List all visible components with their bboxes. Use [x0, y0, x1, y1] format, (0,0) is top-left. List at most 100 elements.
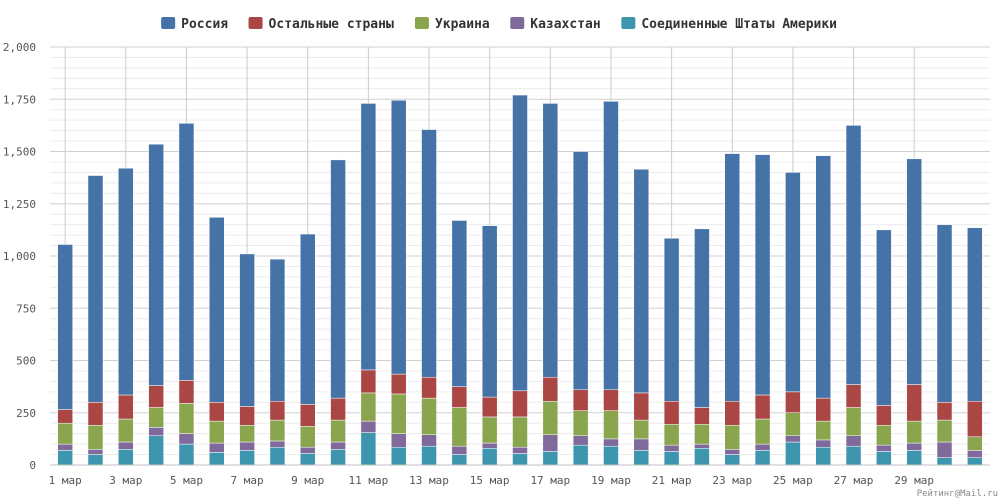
bar-segment[interactable] [148, 385, 164, 408]
bar-segment[interactable] [330, 441, 346, 450]
bar-segment[interactable] [87, 175, 104, 403]
bar-segment[interactable] [876, 405, 892, 426]
bar-segment[interactable] [57, 409, 73, 424]
bar-segment[interactable] [360, 420, 377, 433]
bar-segment[interactable] [57, 244, 73, 410]
bar-segment[interactable] [87, 454, 104, 466]
bar-segment[interactable] [603, 445, 619, 466]
legend-item[interactable]: Украина [414, 17, 490, 32]
bar-segment[interactable] [663, 423, 680, 446]
bar-segment[interactable] [481, 416, 498, 444]
bar-segment[interactable] [663, 237, 680, 402]
bar-segment[interactable] [57, 422, 73, 445]
bar-segment[interactable] [724, 153, 741, 402]
bar-segment[interactable] [785, 412, 801, 436]
bar-segment[interactable] [845, 125, 862, 385]
bar-segment[interactable] [512, 446, 528, 454]
bar-segment[interactable] [239, 253, 255, 407]
legend-item[interactable]: Соединенные Штаты Америки [621, 17, 837, 32]
bar-segment[interactable] [299, 446, 316, 454]
bar-segment[interactable] [633, 419, 650, 440]
bar-segment[interactable] [269, 419, 286, 442]
bar-segment[interactable] [633, 392, 650, 421]
bar-segment[interactable] [390, 433, 407, 448]
bar-segment[interactable] [936, 419, 953, 443]
bar-segment[interactable] [299, 404, 316, 427]
bar-segment[interactable] [360, 392, 377, 422]
bar-segment[interactable] [754, 443, 771, 451]
bar-segment[interactable] [87, 425, 104, 450]
bar-segment[interactable] [209, 420, 225, 444]
bar-segment[interactable] [269, 401, 286, 421]
bar-segment[interactable] [451, 220, 468, 387]
bar-segment[interactable] [299, 453, 316, 466]
bar-segment[interactable] [330, 419, 346, 443]
legend-item[interactable]: Казахстан [510, 17, 601, 32]
bar-segment[interactable] [209, 442, 225, 453]
legend-item[interactable]: Россия [161, 17, 228, 32]
bar-segment[interactable] [754, 418, 771, 445]
bar-segment[interactable] [421, 445, 437, 466]
bar-segment[interactable] [785, 391, 801, 414]
bar-segment[interactable] [360, 432, 377, 466]
bar-segment[interactable] [209, 402, 225, 422]
bar-segment[interactable] [663, 444, 680, 452]
bar-segment[interactable] [603, 410, 619, 440]
bar-segment[interactable] [815, 155, 831, 399]
bar-segment[interactable] [269, 446, 286, 466]
bar-segment[interactable] [633, 169, 650, 394]
bar-segment[interactable] [845, 435, 862, 447]
bar-segment[interactable] [815, 439, 831, 448]
bar-segment[interactable] [936, 224, 953, 403]
bar-segment[interactable] [724, 454, 741, 466]
bar-segment[interactable] [481, 448, 498, 466]
bar-segment[interactable] [421, 434, 437, 447]
bar-segment[interactable] [754, 154, 771, 396]
bar-segment[interactable] [815, 397, 831, 422]
bar-segment[interactable] [330, 397, 346, 421]
bar-segment[interactable] [512, 453, 528, 466]
bar-segment[interactable] [876, 229, 892, 406]
bar-segment[interactable] [118, 441, 134, 450]
bar-segment[interactable] [512, 416, 528, 448]
bar-segment[interactable] [815, 420, 831, 441]
bar-segment[interactable] [967, 450, 983, 458]
bar-segment[interactable] [542, 451, 559, 466]
bar-segment[interactable] [572, 444, 589, 466]
bar-segment[interactable] [239, 450, 255, 466]
bar-segment[interactable] [299, 426, 316, 448]
bar-segment[interactable] [451, 386, 468, 408]
bar-segment[interactable] [542, 434, 559, 452]
bar-segment[interactable] [118, 167, 134, 396]
bar-segment[interactable] [876, 444, 892, 452]
legend-item[interactable]: Остальные страны [248, 17, 394, 32]
bar-segment[interactable] [330, 159, 346, 399]
bar-segment[interactable] [967, 457, 983, 466]
bar-segment[interactable] [572, 389, 589, 411]
bar-segment[interactable] [876, 451, 892, 466]
bar-segment[interactable] [330, 449, 346, 466]
bar-segment[interactable] [390, 100, 407, 375]
bar-segment[interactable] [694, 423, 710, 445]
bar-segment[interactable] [57, 450, 73, 466]
bar-segment[interactable] [239, 406, 255, 426]
bar-segment[interactable] [209, 217, 225, 403]
bar-segment[interactable] [785, 435, 801, 443]
bar-segment[interactable] [178, 433, 195, 445]
bar-segment[interactable] [542, 376, 559, 402]
bar-segment[interactable] [451, 407, 468, 447]
bar-segment[interactable] [906, 450, 922, 466]
bar-segment[interactable] [754, 394, 771, 420]
bar-segment[interactable] [542, 103, 559, 378]
bar-segment[interactable] [148, 143, 164, 386]
bar-segment[interactable] [118, 449, 134, 466]
bar-segment[interactable] [603, 389, 619, 411]
bar-segment[interactable] [118, 394, 134, 420]
bar-segment[interactable] [572, 410, 589, 436]
bar-segment[interactable] [239, 441, 255, 451]
bar-segment[interactable] [148, 427, 164, 436]
bar-segment[interactable] [694, 228, 710, 408]
bar-segment[interactable] [724, 401, 741, 426]
bar-segment[interactable] [967, 436, 983, 451]
bar-segment[interactable] [421, 129, 437, 378]
